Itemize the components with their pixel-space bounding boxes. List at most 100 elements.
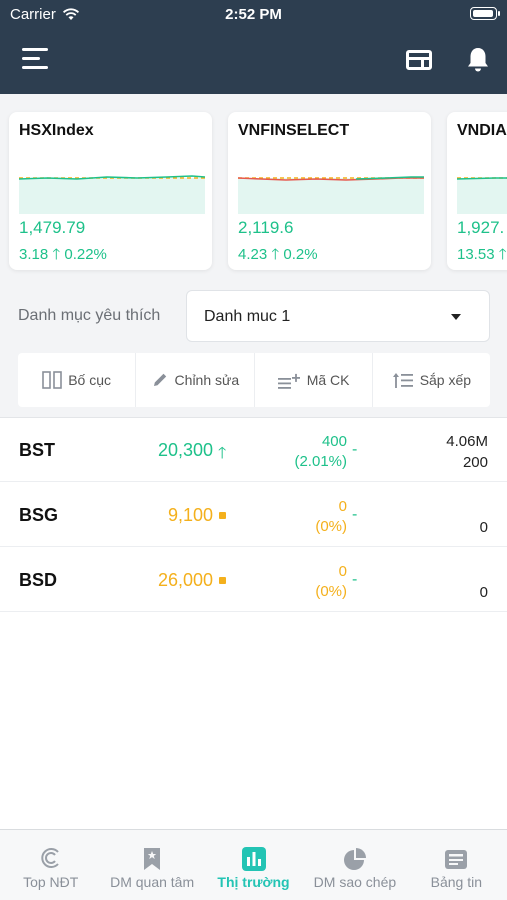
edit-button[interactable]: Chỉnh sửa [136, 353, 255, 407]
price-board-icon[interactable] [406, 50, 432, 70]
stock-last-volume: 0 [479, 519, 488, 536]
index-sparkline [18, 175, 206, 214]
index-card-vndiamond[interactable]: VNDIAMOND 1,927. 13.53 🡑 [447, 112, 507, 270]
index-value: 2,119.6 [238, 218, 294, 237]
bar-chart-icon [241, 847, 266, 871]
status-bar: Carrier 2:52 PM [0, 0, 507, 28]
bookmark-star-icon [144, 848, 161, 870]
stock-symbol: BSG [19, 505, 59, 525]
tab-top-investors[interactable]: Top NĐT [0, 830, 101, 900]
stock-change-percent: (2.01%) [294, 453, 347, 470]
carrier-label: Carrier [10, 6, 56, 23]
stock-price: 9,100 [167, 505, 213, 525]
index-change-percent: 0.2% [283, 246, 318, 263]
logo-c-icon [41, 848, 59, 868]
tab-news[interactable]: Bảng tin [406, 830, 507, 900]
index-name: VNDIAMOND [457, 122, 507, 139]
stock-total-volume [480, 496, 488, 517]
stock-change-value: 0 [338, 498, 347, 515]
bell-icon[interactable] [466, 46, 490, 74]
sort-icon [392, 373, 413, 388]
stock-volume: 0 [480, 561, 488, 603]
stock-change-percent: (0%) [315, 518, 347, 535]
layout-button[interactable]: Bố cục [18, 353, 137, 407]
stock-last-volume: 200 [462, 454, 488, 471]
bottom-tab-bar: Top NĐT DM quan tâm Thị trường DM sao ch… [0, 829, 507, 900]
add-symbol-button[interactable]: Mã CK [255, 353, 373, 407]
tab-watchlist[interactable]: DM quan tâm [101, 830, 202, 900]
index-card-hsxindex[interactable]: HSXIndex 1,479.79 3.18 🡑 0.22% [9, 112, 212, 270]
stock-row[interactable]: BSG 9,100 0 (0%) - 0 [0, 483, 507, 547]
stock-change-value: 400 [321, 433, 347, 450]
index-sparkline [237, 176, 424, 214]
columns-icon [42, 371, 63, 389]
list-add-icon [277, 373, 300, 389]
stock-last-volume: 0 [479, 584, 488, 601]
top-bar: Carrier 2:52 PM [0, 0, 507, 94]
arrow-up-icon: 🡑 [271, 246, 280, 263]
layout-label: Bố cục [68, 372, 112, 388]
edit-label: Chỉnh sửa [174, 372, 240, 388]
tab-label: Bảng tin [430, 874, 483, 890]
index-change: 13.53 🡑 [457, 244, 507, 269]
status-time: 2:52 PM [225, 6, 282, 23]
favorites-dropdown[interactable]: Danh muc 1 [186, 290, 490, 342]
stock-price: 20,300 [157, 440, 213, 460]
wifi-icon [62, 8, 79, 20]
index-change-value: 3.18 [19, 246, 49, 263]
index-cards: HSXIndex 1,479.79 3.18 🡑 0.22% VNFINSELE… [0, 94, 507, 284]
stock-symbol: BSD [19, 570, 58, 590]
stock-row[interactable]: BSD 26,000 0 (0%) - 0 [0, 548, 507, 612]
stock-row[interactable]: BST 20,300 🡑 400 (2.01%) - 4.06M 200 [0, 418, 507, 482]
battery-icon [470, 7, 500, 20]
arrow-up-icon: 🡑 [218, 445, 227, 462]
stock-list: BST 20,300 🡑 400 (2.01%) - 4.06M 200 BSG… [0, 417, 507, 829]
tab-copy-portfolio[interactable]: DM sao chép [304, 830, 405, 900]
stock-symbol: BST [19, 440, 55, 460]
pie-chart-icon [343, 848, 366, 870]
nav-bar [0, 28, 507, 94]
stock-total-volume: 4.06M [446, 433, 488, 450]
stock-dash: - [352, 441, 358, 458]
menu-icon[interactable] [22, 48, 48, 70]
stock-change: 400 (2.01%) [294, 432, 347, 472]
carrier-info: Carrier [10, 6, 80, 23]
index-value: 1,927. [457, 218, 505, 237]
index-change-value: 4.23 [238, 246, 268, 263]
list-toolbar: Bố cục Chỉnh sửa Mã CK Sắp xếp [18, 353, 490, 407]
index-change-percent: 0.22% [64, 246, 107, 263]
sort-label: Sắp xếp [419, 372, 472, 388]
arrow-up-icon: 🡑 [498, 246, 507, 263]
tab-market[interactable]: Thị trường [203, 830, 304, 900]
stock-volume: 0 [480, 496, 488, 538]
stock-change-percent: (0%) [315, 583, 347, 600]
index-name: HSXIndex [19, 122, 94, 139]
index-change-value: 13.53 [457, 246, 495, 263]
reference-square-icon [219, 512, 226, 519]
arrow-up-icon: 🡑 [52, 246, 61, 263]
stock-total-volume [480, 561, 488, 582]
stock-price: 26,000 [157, 570, 213, 590]
pencil-icon [153, 373, 166, 386]
newspaper-icon [445, 850, 468, 869]
tab-label: DM sao chép [313, 874, 397, 890]
reference-square-icon [219, 577, 226, 584]
index-sparkline [456, 177, 507, 214]
tab-label: Top NĐT [23, 874, 79, 890]
sort-button[interactable]: Sắp xếp [373, 353, 490, 407]
favorites-label: Danh mục yêu thích [18, 307, 161, 324]
stock-volume: 4.06M 200 [446, 431, 488, 473]
stock-change: 0 (0%) [315, 562, 347, 602]
index-card-vnfinselect[interactable]: VNFINSELECT 2,119.6 4.23 🡑 0.2% [228, 112, 431, 270]
index-value: 1,479.79 [19, 218, 86, 237]
add-symbol-label: Mã CK [306, 372, 350, 388]
stock-change-value: 0 [338, 563, 347, 580]
tab-label: Thị trường [217, 874, 290, 890]
caret-down-icon [451, 314, 461, 320]
favorites-selected: Danh muc 1 [204, 308, 291, 325]
tab-label: DM quan tâm [110, 874, 195, 890]
stock-change: 0 (0%) [315, 497, 347, 537]
stock-dash: - [352, 571, 358, 588]
stock-dash: - [352, 506, 358, 523]
index-name: VNFINSELECT [238, 122, 350, 139]
